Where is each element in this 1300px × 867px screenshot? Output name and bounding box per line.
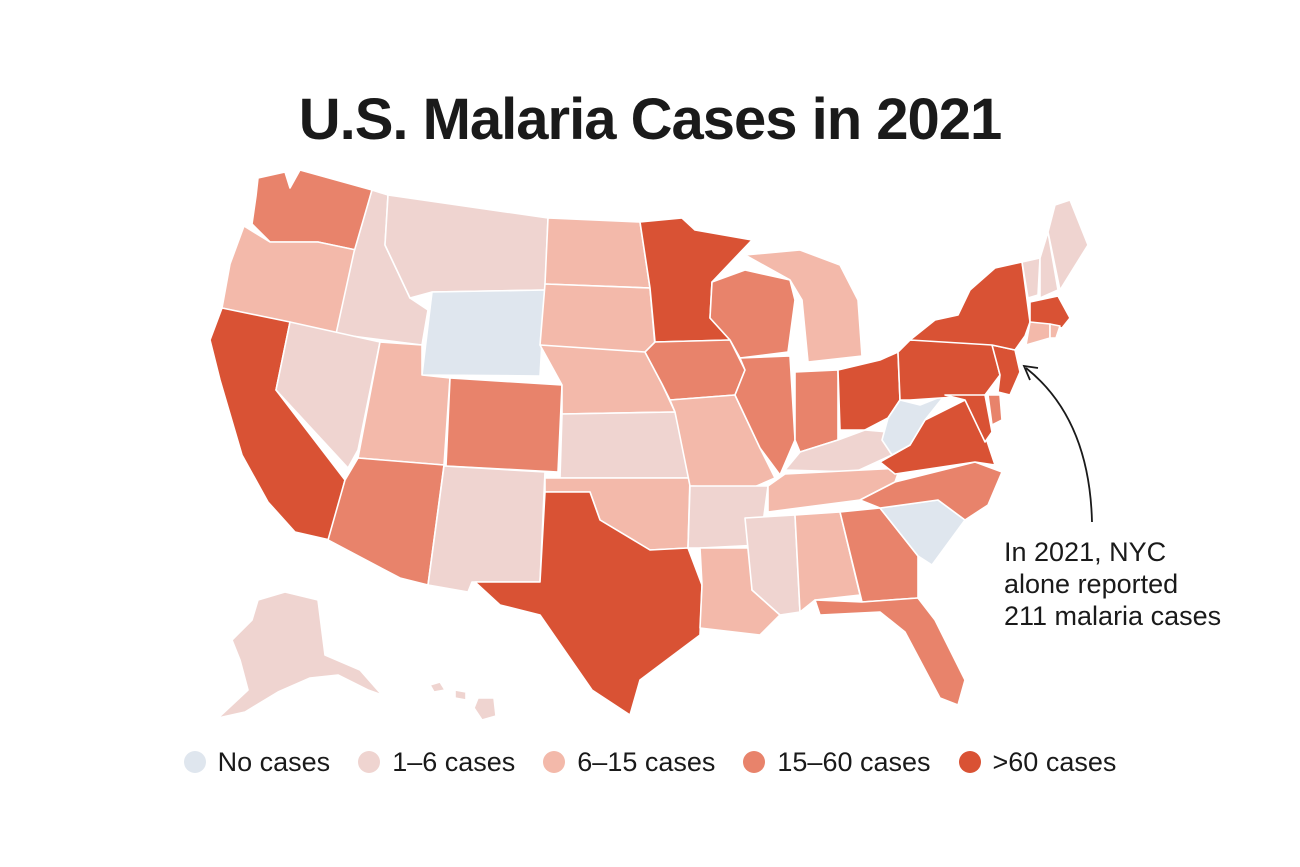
state-WA (251, 169, 373, 251)
state-CO (445, 377, 563, 473)
legend-item-15-60-cases: 15–60 cases (743, 746, 931, 778)
state-NC (859, 461, 1003, 521)
legend-swatch (183, 751, 206, 773)
state-ME (1047, 199, 1089, 291)
arrow-head-icon (1022, 364, 1039, 381)
state-ND (544, 217, 651, 289)
state-MA (1029, 295, 1071, 329)
legend: No cases 1–6 cases 6–15 cases 15–60 case… (0, 742, 1300, 782)
state-PA (897, 339, 1001, 401)
state-IL (734, 355, 796, 476)
state-HI-3 (473, 697, 497, 721)
annotation-line-1: In 2021, NYC (1004, 537, 1167, 567)
state-NM (427, 465, 546, 593)
state-TX (474, 491, 703, 716)
state-VT (1021, 257, 1041, 299)
legend-swatch (958, 751, 981, 773)
legend-label: 15–60 cases (777, 746, 931, 777)
annotation-arrow (1025, 367, 1093, 523)
state-MT (384, 194, 549, 299)
legend-swatch (743, 751, 766, 773)
legend-label: 6–15 cases (577, 746, 716, 777)
state-WI (709, 269, 796, 359)
legend-label: No cases (217, 746, 331, 777)
legend-item-over-60-cases: >60 cases (958, 746, 1117, 778)
nyc-annotation: In 2021, NYC alone reported 211 malaria … (1004, 536, 1264, 632)
state-NV (275, 321, 381, 469)
state-RI (1049, 323, 1061, 339)
legend-label: >60 cases (992, 746, 1117, 777)
state-MS (744, 514, 801, 616)
state-CT (1025, 321, 1051, 346)
legend-swatch (543, 751, 566, 773)
state-WY (421, 289, 546, 377)
state-MI (744, 249, 863, 363)
legend-item-1-6-cases: 1–6 cases (358, 747, 515, 778)
legend-label: 1–6 cases (392, 746, 516, 777)
state-IN (794, 369, 839, 453)
annotation-line-3: 211 malaria cases (1004, 601, 1222, 631)
state-MD (944, 394, 993, 443)
state-AK (217, 591, 383, 719)
state-WV (881, 394, 946, 456)
state-NH (1039, 231, 1059, 299)
state-AZ (327, 457, 445, 586)
state-KS (559, 411, 691, 479)
state-HI (429, 681, 446, 693)
state-AL (794, 511, 861, 613)
legend-swatch (358, 751, 381, 773)
state-DE (987, 394, 1003, 426)
map-title: U.S. Malaria Cases in 2021 (298, 87, 1003, 152)
state-HI-2 (454, 689, 467, 701)
state-KY (784, 429, 893, 473)
legend-item-no-cases: No cases (183, 746, 331, 778)
annotation-line-2: alone reported (1004, 569, 1179, 599)
state-FL (814, 597, 966, 706)
legend-item-6-15-cases: 6–15 cases (543, 747, 715, 778)
state-NY (909, 261, 1031, 351)
